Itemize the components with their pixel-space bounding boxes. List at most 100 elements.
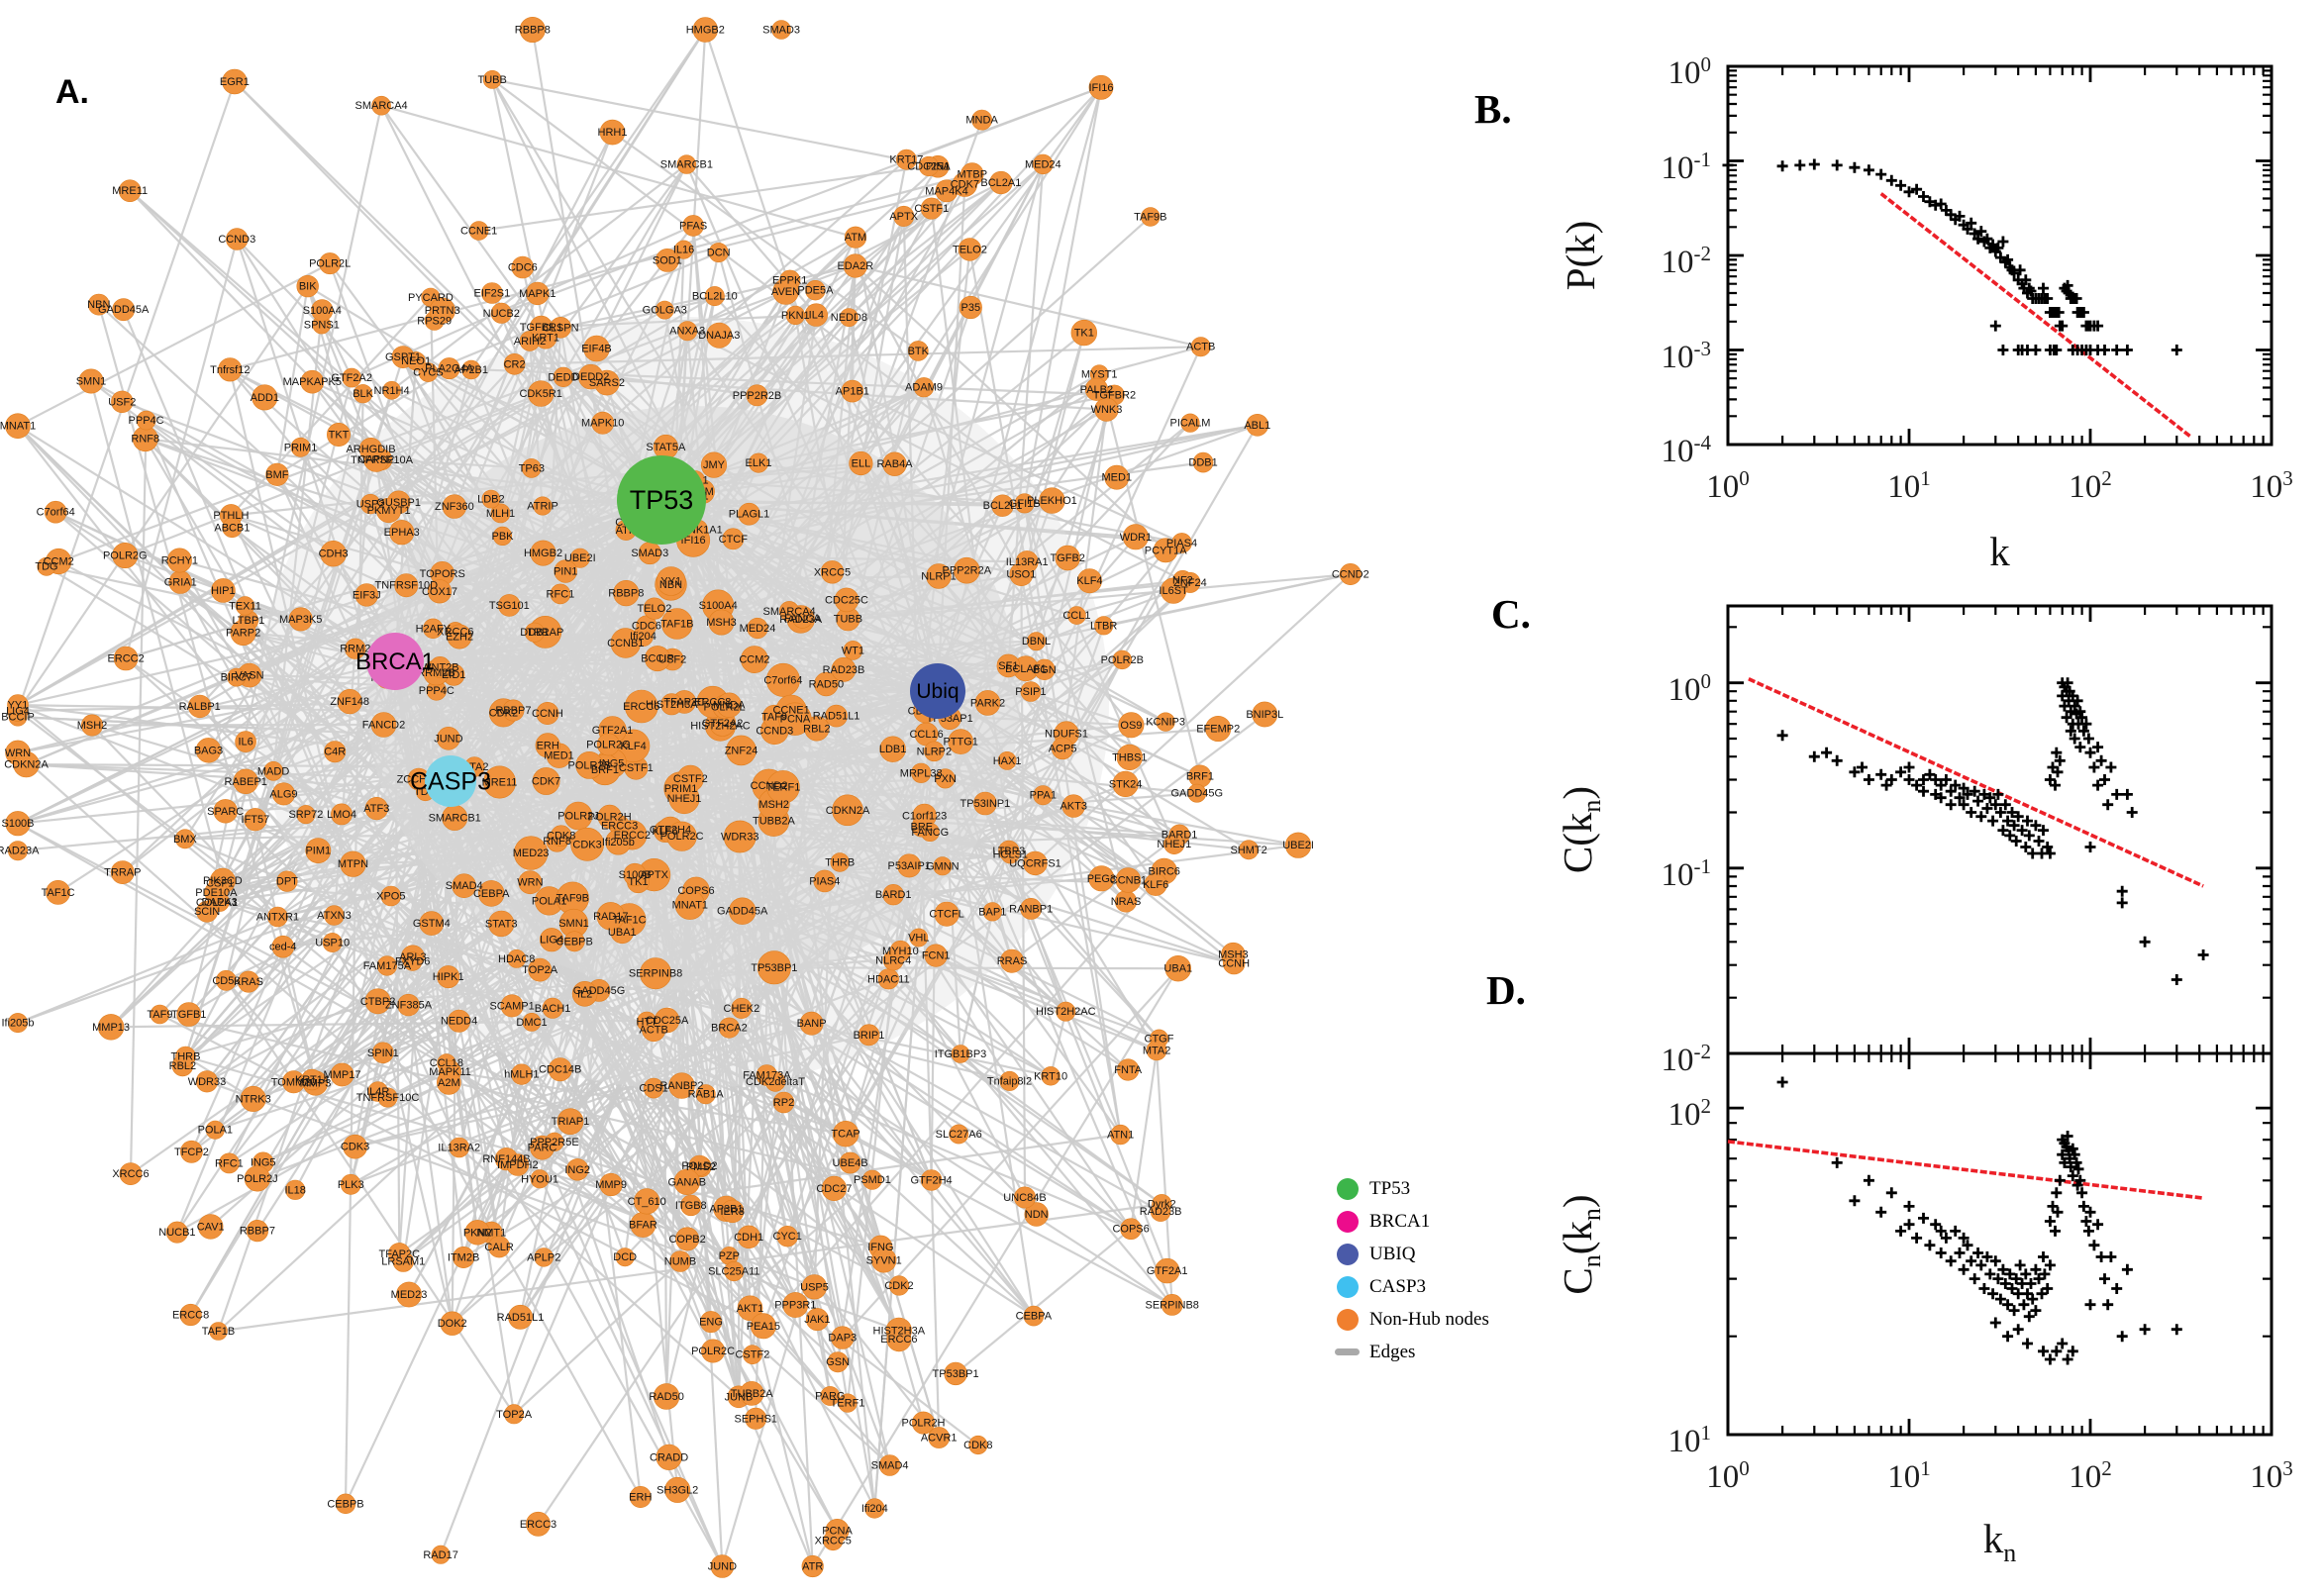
network-node-label: C7orf64 (37, 507, 75, 519)
network-node-label: EID1 (442, 669, 465, 681)
network-node (5, 811, 31, 837)
network-node-label: UBA1 (1163, 963, 1192, 975)
network-node (1222, 951, 1246, 975)
network-node (623, 862, 647, 887)
network-node (653, 1383, 680, 1410)
network-node (882, 883, 904, 906)
network-node-label: CDH3 (319, 549, 349, 560)
network-node (1094, 616, 1114, 636)
network-node (238, 970, 260, 993)
network-node (1150, 1201, 1171, 1222)
network-node-label: IL6 (238, 737, 252, 748)
network-node-label: CEBPB (327, 1498, 363, 1510)
network-node-label: S100B (619, 869, 652, 881)
network-node (529, 315, 554, 340)
network-node-label: RANBP2 (659, 1080, 703, 1092)
network-node (244, 808, 267, 832)
network-node-label: BAP1 (978, 906, 1006, 918)
network-node (831, 1326, 855, 1349)
network-node-label: USP5 (800, 1281, 829, 1293)
network-node (1156, 712, 1175, 732)
ylabel-d: Cn(kn) (1554, 1193, 1607, 1295)
network-node (814, 671, 839, 697)
network-node-label: VASN (235, 670, 263, 682)
network-node-label: DCD (613, 1251, 637, 1263)
panel-b-plot (1722, 64, 2273, 447)
network-node (805, 1308, 829, 1332)
network-node (326, 422, 351, 447)
network-node-label: PLEKHO1 (1027, 495, 1077, 507)
network-node-label: MED24 (1025, 158, 1061, 170)
network-node-label: ERCC8 (694, 697, 731, 709)
network-node (235, 731, 256, 752)
network-node-label: POLR2B (1101, 654, 1144, 666)
network-node-label: SEPHS1 (734, 1413, 776, 1425)
network-node-label: CDC25A (646, 1015, 689, 1027)
network-edge (230, 172, 973, 371)
network-node-label: MAPKAPK5 (283, 376, 342, 388)
network-node-label: TP63 (519, 462, 545, 474)
network-node-label: MAP4K4 (925, 185, 967, 197)
network-node-label: GADD45A (98, 304, 150, 316)
network-node-label: PXN (934, 773, 957, 785)
network-node (1104, 464, 1130, 490)
network-node-label: PPP2R2B (733, 390, 782, 402)
network-node (926, 563, 952, 589)
network-node (982, 902, 1002, 922)
network-node (252, 384, 278, 411)
network-node-label: CAV1 (197, 1221, 225, 1233)
network-node-label: TAF1C (42, 887, 75, 899)
network-node (886, 1327, 912, 1352)
network-node (343, 1134, 367, 1159)
network-node (78, 368, 104, 394)
network-edge (500, 86, 1102, 315)
network-node-label: CCND3 (218, 234, 255, 246)
legend-label: CASP3 (1369, 1275, 1427, 1297)
network-node (1141, 207, 1161, 227)
network-node-label: Tnfaip8l2 (987, 1075, 1032, 1087)
network-node (1034, 658, 1056, 680)
network-node (8, 1013, 28, 1034)
network-edge (230, 515, 724, 1567)
network-node-label: DAP3 (828, 1333, 857, 1345)
network-node (1246, 413, 1269, 437)
network-node (81, 714, 104, 737)
network-edge (314, 964, 388, 1084)
network-node-label: HRH1 (598, 127, 628, 139)
network-node-label: RAD23B (1140, 1206, 1182, 1218)
network-node-label: POLR2G (103, 550, 148, 562)
network-node-label: TOMM20 (271, 1076, 317, 1088)
network-node (528, 957, 553, 982)
network-node-label: IER3 (720, 1206, 744, 1218)
network-node (1187, 783, 1207, 803)
network-node-label: CCL16 (909, 729, 943, 741)
network-node-label: SMAD3 (631, 548, 668, 559)
network-node-label: TELO2 (637, 603, 671, 615)
network-node-label: BCCIP (641, 653, 674, 665)
network-node (267, 906, 288, 928)
network-node-label: CCNB1 (1110, 875, 1147, 887)
network-node (750, 1313, 776, 1340)
network-node-label: ATM (845, 232, 866, 244)
network-node-label: ING5 (251, 1157, 276, 1169)
network-node (46, 880, 71, 905)
network-node-label: HIPK1 (433, 971, 464, 983)
network-node (418, 362, 439, 382)
network-node-label: HTT (637, 1016, 658, 1028)
network-node-label: BAG3 (194, 745, 223, 756)
network-node-label: THRB (171, 1051, 201, 1063)
network-node-label: EZH2 (446, 632, 473, 644)
network-node (840, 308, 858, 328)
network-node (563, 931, 585, 952)
network-edge (1035, 394, 1116, 643)
network-node-label: BGN (1033, 664, 1057, 676)
network-node (1088, 865, 1115, 892)
network-node-label: CDK7 (951, 179, 979, 191)
network: PRIM1NHEJ1CSTF1CSTF2KLF4KLF6TFAP2CHIST2H… (0, 16, 1369, 1578)
network-node (218, 357, 243, 382)
network-node (492, 526, 513, 547)
network-node-label: TK1 (628, 876, 648, 888)
network-node (263, 760, 283, 781)
network-edge (17, 425, 396, 662)
